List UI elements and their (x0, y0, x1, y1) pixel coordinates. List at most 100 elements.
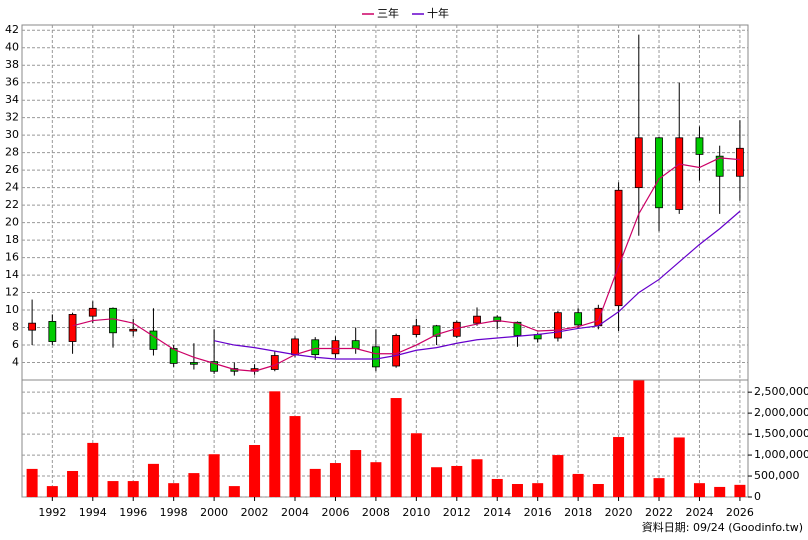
x-tick-label: 2016 (524, 506, 552, 519)
y-tick-label: 40 (5, 41, 19, 54)
candle-body (554, 312, 562, 339)
y2-tick-label: 2,500,000 (754, 385, 808, 398)
volume-bar (633, 380, 645, 497)
y-tick-label: 32 (5, 111, 19, 124)
candle-body (270, 355, 279, 370)
volume-bar (289, 416, 301, 497)
candle-body (574, 312, 583, 326)
volume-bar (552, 455, 564, 497)
x-tick-label: 2002 (241, 506, 269, 519)
candle-body (28, 322, 37, 331)
volume-bar (87, 442, 99, 497)
candle-body (432, 325, 441, 337)
y-tick-label: 42 (5, 23, 19, 36)
volume-bar (693, 483, 705, 497)
volume-bar (26, 468, 38, 497)
volume-bar (208, 454, 220, 497)
legend-label: 三年 (377, 6, 399, 20)
volume-bar (572, 473, 584, 497)
x-tick-label: 2010 (402, 506, 430, 519)
candle-body (331, 340, 340, 355)
x-tick-label: 2006 (321, 506, 349, 519)
volume-bar (653, 478, 665, 497)
volume-bar (67, 471, 79, 497)
volume-bar (491, 478, 503, 497)
candle-body (412, 325, 421, 335)
volume-bar (350, 450, 362, 497)
x-tick-label: 2004 (281, 506, 309, 519)
volume-bar (734, 484, 746, 497)
volume-bar (168, 483, 180, 497)
candle-body (634, 137, 643, 189)
volume-bar (673, 437, 685, 497)
candle-body (736, 147, 744, 177)
y-tick-label: 28 (5, 146, 19, 159)
volume-bar (592, 484, 604, 497)
x-tick-label: 1996 (119, 506, 147, 519)
x-tick-label: 2020 (605, 506, 633, 519)
candle-body (291, 338, 299, 356)
volume-bar (714, 486, 726, 497)
y-tick-label: 6 (12, 338, 19, 351)
candle-body (109, 307, 117, 334)
volume-bar (390, 398, 402, 497)
y-tick-label: 16 (5, 251, 19, 264)
candle-body (594, 307, 603, 327)
volume-bar (188, 473, 200, 497)
ma-line (72, 157, 740, 372)
x-tick-label: 2018 (564, 506, 592, 519)
candle-body (675, 137, 684, 210)
candle-body (129, 328, 138, 332)
volume-bar (127, 481, 139, 497)
y-tick-label: 8 (12, 321, 19, 334)
legend-label: 十年 (427, 6, 449, 20)
volume-bar (613, 437, 625, 497)
y-tick-label: 12 (5, 286, 19, 299)
x-tick-label: 1994 (79, 506, 107, 519)
y-tick-label: 18 (5, 233, 19, 246)
x-tick-label: 1992 (38, 506, 66, 519)
candle-body (614, 189, 623, 307)
y-tick-label: 30 (5, 128, 19, 141)
volume-bar (107, 481, 119, 497)
y-tick-label: 24 (5, 181, 19, 194)
candle-body (493, 316, 502, 322)
candle-body (473, 315, 481, 324)
volume-bar (532, 483, 544, 497)
candle-body (392, 335, 401, 367)
volume-bar (46, 486, 58, 497)
x-tick-label: 2000 (200, 506, 228, 519)
volume-bar (228, 486, 240, 497)
candle-body (88, 307, 97, 317)
x-tick-label: 2026 (726, 506, 754, 519)
volume-bar (410, 433, 422, 497)
y-tick-label: 26 (5, 163, 19, 176)
candle-body (715, 155, 724, 177)
y-tick-label: 10 (5, 303, 19, 316)
x-tick-label: 2022 (645, 506, 673, 519)
candle-body (351, 340, 360, 349)
candle-body (695, 137, 704, 155)
candle-body (48, 321, 57, 342)
x-tick-label: 2012 (443, 506, 471, 519)
footnote: 資料日期: 09/24 (Goodinfo.tw) (642, 520, 803, 534)
candle-body (311, 339, 320, 356)
y2-tick-label: 1,500,000 (754, 427, 808, 440)
candle-body (189, 362, 198, 365)
volume-bar (269, 391, 281, 497)
x-tick-label: 2024 (685, 506, 713, 519)
x-tick-label: 1998 (160, 506, 188, 519)
candle-body (371, 346, 380, 368)
y2-tick-label: 500,000 (754, 469, 800, 482)
x-tick-label: 2008 (362, 506, 390, 519)
candle-body (210, 361, 219, 372)
candle-body (149, 330, 158, 350)
y-tick-label: 22 (5, 198, 19, 211)
volume-bar (147, 463, 159, 497)
ma-line (213, 210, 741, 360)
volume-bar (471, 459, 483, 497)
y2-tick-label: 2,000,000 (754, 406, 808, 419)
y-tick-label: 36 (5, 76, 19, 89)
volume-bar (370, 462, 382, 497)
